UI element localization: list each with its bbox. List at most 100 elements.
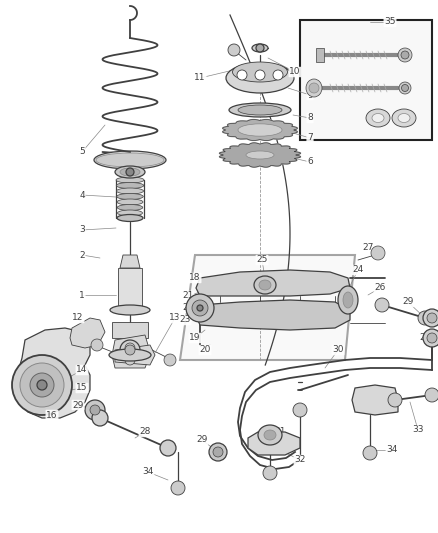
Ellipse shape [366, 109, 390, 127]
Text: 16: 16 [46, 410, 58, 419]
Circle shape [209, 443, 227, 461]
Text: 4: 4 [79, 190, 85, 199]
Ellipse shape [392, 109, 416, 127]
Text: 1: 1 [79, 290, 85, 300]
Circle shape [197, 305, 203, 311]
Circle shape [255, 70, 265, 80]
Text: 3: 3 [79, 225, 85, 235]
Text: 12: 12 [72, 313, 84, 322]
Text: 34: 34 [142, 467, 154, 477]
Text: 5: 5 [79, 148, 85, 157]
Circle shape [125, 345, 135, 355]
Ellipse shape [109, 349, 151, 361]
Ellipse shape [372, 114, 384, 123]
Circle shape [427, 313, 437, 323]
Ellipse shape [306, 79, 322, 97]
Text: 21: 21 [182, 292, 194, 301]
Text: 6: 6 [307, 157, 313, 166]
Text: 11: 11 [194, 74, 206, 83]
Circle shape [186, 294, 214, 322]
Circle shape [92, 410, 108, 426]
Ellipse shape [246, 151, 274, 159]
Ellipse shape [252, 44, 268, 52]
Circle shape [263, 466, 277, 480]
Text: 23: 23 [179, 316, 191, 325]
Circle shape [293, 403, 307, 417]
Circle shape [171, 481, 185, 495]
Circle shape [371, 246, 385, 260]
Ellipse shape [226, 63, 294, 93]
Polygon shape [118, 268, 142, 310]
Text: 14: 14 [76, 366, 88, 375]
Text: 20: 20 [199, 345, 211, 354]
Circle shape [12, 355, 72, 415]
Circle shape [213, 447, 223, 457]
Ellipse shape [117, 199, 143, 205]
Circle shape [90, 405, 100, 415]
Ellipse shape [117, 214, 143, 222]
Text: 29: 29 [403, 297, 413, 306]
Text: 19: 19 [189, 334, 201, 343]
Text: 18: 18 [189, 273, 201, 282]
Text: 33: 33 [412, 425, 424, 434]
Ellipse shape [254, 276, 276, 294]
Ellipse shape [115, 166, 145, 178]
Ellipse shape [238, 105, 282, 115]
Text: 31: 31 [274, 427, 286, 437]
Circle shape [91, 339, 103, 351]
Circle shape [273, 70, 283, 80]
Ellipse shape [117, 205, 143, 211]
Circle shape [125, 343, 135, 353]
Polygon shape [70, 318, 105, 348]
Ellipse shape [343, 292, 353, 308]
Circle shape [160, 440, 176, 456]
Polygon shape [196, 270, 350, 296]
Polygon shape [112, 322, 148, 338]
Ellipse shape [309, 83, 319, 93]
Ellipse shape [338, 286, 358, 314]
Text: 22: 22 [182, 303, 194, 312]
Polygon shape [352, 385, 398, 415]
Circle shape [256, 44, 264, 52]
Polygon shape [196, 300, 350, 330]
Bar [300, 20, 432, 140]
Ellipse shape [229, 103, 291, 117]
Ellipse shape [116, 177, 144, 183]
Ellipse shape [117, 193, 143, 199]
Text: 15: 15 [76, 384, 88, 392]
Text: 28: 28 [139, 427, 151, 437]
Ellipse shape [110, 305, 150, 315]
Ellipse shape [401, 51, 409, 59]
Polygon shape [16, 328, 90, 418]
Ellipse shape [233, 62, 287, 82]
Ellipse shape [120, 168, 140, 176]
Circle shape [192, 300, 208, 316]
Text: 32: 32 [294, 456, 306, 464]
Ellipse shape [398, 114, 410, 123]
Ellipse shape [96, 153, 164, 167]
Text: 8: 8 [307, 114, 313, 123]
Circle shape [388, 393, 402, 407]
Circle shape [425, 388, 438, 402]
Polygon shape [219, 143, 300, 167]
Circle shape [228, 44, 240, 56]
Text: 29: 29 [72, 400, 84, 409]
Text: 30: 30 [332, 345, 344, 354]
Text: 25: 25 [256, 255, 268, 264]
Text: 35: 35 [384, 18, 396, 27]
Ellipse shape [264, 430, 276, 440]
Ellipse shape [402, 85, 409, 92]
Text: 29: 29 [419, 334, 431, 343]
Text: 2: 2 [79, 251, 85, 260]
Circle shape [20, 363, 64, 407]
Circle shape [418, 311, 432, 325]
Polygon shape [316, 48, 324, 62]
Ellipse shape [94, 151, 166, 169]
Text: 13: 13 [169, 313, 181, 322]
Polygon shape [180, 255, 355, 360]
Circle shape [120, 340, 140, 360]
Text: 24: 24 [353, 265, 364, 274]
Ellipse shape [238, 124, 282, 136]
Text: 10: 10 [289, 68, 301, 77]
Circle shape [85, 400, 105, 420]
